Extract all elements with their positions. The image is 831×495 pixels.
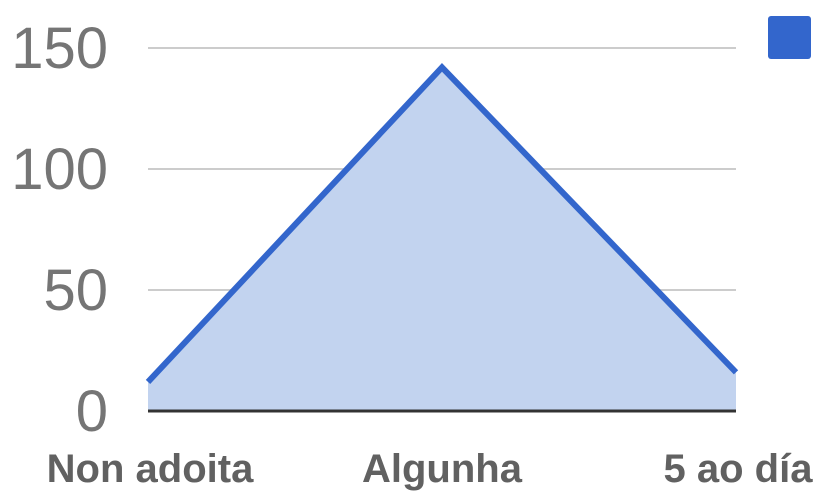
- legend-swatch: [768, 16, 811, 59]
- x-tick-label: 5 ao día: [664, 447, 814, 491]
- x-tick-label: Algunha: [362, 447, 523, 491]
- y-tick-label: 100: [11, 137, 108, 202]
- series-area: [148, 67, 736, 412]
- series-line: [145, 63, 739, 385]
- x-axis-ticks: Non adoita Algunha 5 ao día: [47, 447, 814, 491]
- y-axis-ticks: 0 50 100 150: [11, 16, 108, 444]
- y-tick-label: 150: [11, 16, 108, 81]
- x-tick-label: Non adoita: [47, 447, 254, 491]
- y-tick-label: 50: [43, 258, 108, 323]
- y-tick-label: 0: [76, 379, 108, 444]
